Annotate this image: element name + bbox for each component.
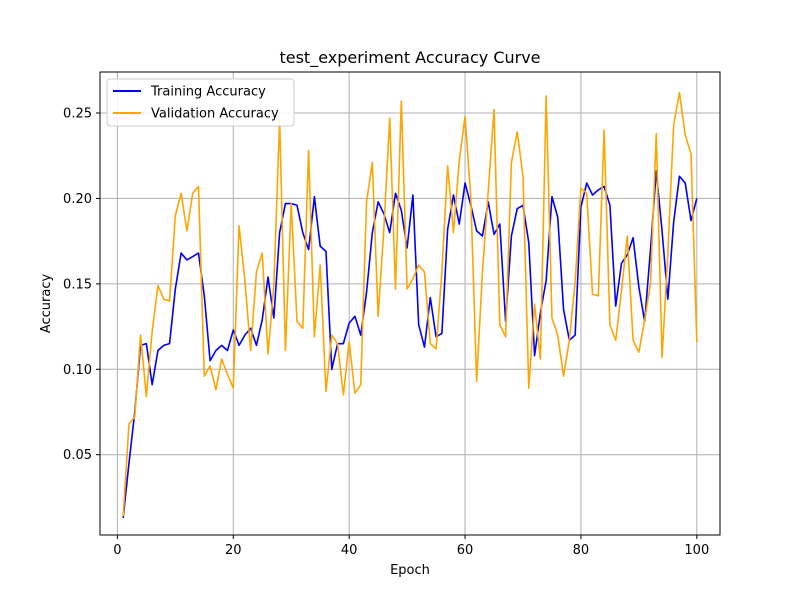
training-accuracy-line bbox=[122, 170, 698, 519]
x-tick-label: 40 bbox=[341, 543, 358, 558]
legend-box bbox=[106, 78, 295, 127]
series-layer bbox=[122, 91, 698, 519]
chart-title: test_experiment Accuracy Curve bbox=[279, 48, 540, 68]
y-tick-label: 0.25 bbox=[63, 107, 92, 122]
x-tick-label: 100 bbox=[684, 543, 709, 558]
legend-label-training: Training Accuracy bbox=[150, 85, 266, 100]
validation-accuracy-line bbox=[122, 91, 698, 517]
x-tick-label: 60 bbox=[457, 543, 474, 558]
y-tick-label: 0.10 bbox=[63, 363, 92, 378]
y-tick-label: 0.05 bbox=[63, 448, 92, 463]
x-tick-label: 80 bbox=[573, 543, 590, 558]
y-tick-label: 0.20 bbox=[63, 192, 92, 207]
tick-layer: 0 20 40 60 80 100 0.05 0.10 0.15 0.20 0.25 bbox=[63, 107, 709, 558]
grid-lines bbox=[100, 72, 720, 535]
legend-label-validation: Validation Accuracy bbox=[151, 107, 279, 122]
plot-frame bbox=[99, 71, 721, 536]
x-axis-label: Epoch bbox=[390, 563, 430, 578]
legend: Training Accuracy Validation Accuracy bbox=[106, 78, 295, 127]
y-tick-label: 0.15 bbox=[63, 277, 92, 292]
x-tick-label: 20 bbox=[225, 543, 242, 558]
x-tick-label: 0 bbox=[113, 543, 121, 558]
y-axis-label: Accuracy bbox=[39, 274, 54, 334]
